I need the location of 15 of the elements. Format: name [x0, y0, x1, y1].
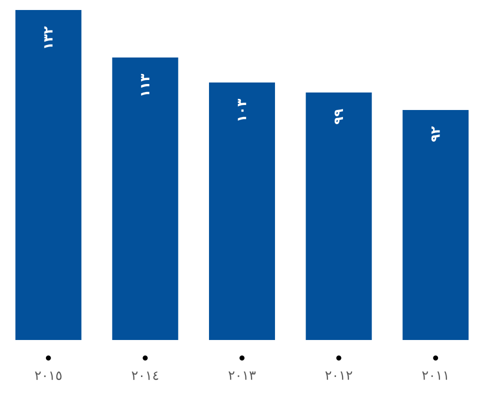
x-tick-label: ٢٠١٤ [132, 372, 158, 380]
bar [306, 92, 372, 340]
bar [402, 110, 469, 340]
data-label: ١٠٣ [238, 98, 246, 121]
data-label: ١٣٢ [44, 26, 53, 48]
data-label: ٩٢ [431, 126, 440, 142]
x-tick-label: ٢٠١١ [422, 372, 448, 380]
x-tick-label: ٢٠١٢ [325, 372, 352, 380]
bar [15, 10, 82, 340]
bar [112, 58, 178, 340]
data-label: ٩٩ [334, 108, 343, 124]
data-label: ١١٣ [141, 74, 150, 96]
x-tick-label: ٢٠١٥ [34, 372, 62, 380]
x-tick-label: ٢٠١٣ [228, 372, 256, 380]
bar [209, 82, 275, 340]
